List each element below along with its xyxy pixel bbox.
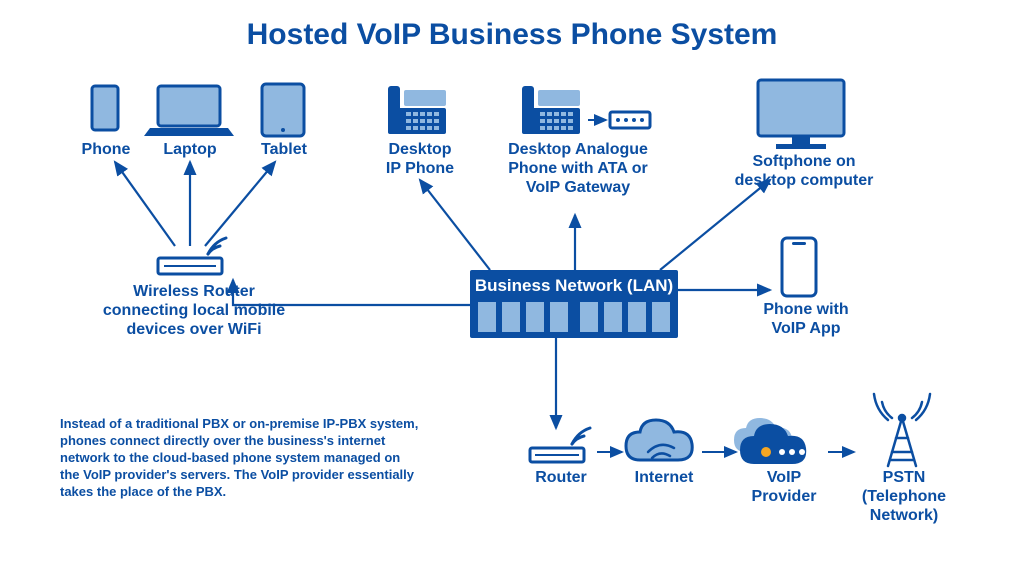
label-ipphone: Desktop IP Phone [372, 140, 468, 178]
lan-slot [628, 302, 646, 332]
phone-large-icon [782, 238, 816, 296]
label-tablet: Tablet [252, 140, 316, 159]
lan-slot [526, 302, 544, 332]
pstn-tower-icon [874, 394, 930, 466]
lan-slot [550, 302, 568, 332]
label-voipprov: VoIP Provider [744, 468, 824, 506]
internet-cloud-icon [626, 420, 692, 460]
label-phone: Phone [78, 140, 134, 159]
voip-cloud-icon [734, 418, 806, 464]
lan-label: Business Network (LAN) [470, 276, 678, 296]
router-icon [530, 428, 590, 462]
label-internet: Internet [624, 468, 704, 487]
lan-slot [580, 302, 598, 332]
label-pstn: PSTN (Telephone Network) [852, 468, 956, 526]
monitor-icon [758, 80, 844, 149]
lan-slot [604, 302, 622, 332]
deskphone-icon [388, 86, 446, 134]
deskphone-ata-icon [522, 86, 650, 134]
wireless-router-icon [158, 238, 226, 274]
phone-icon [92, 86, 118, 130]
diagram-description: Instead of a traditional PBX or on-premi… [60, 416, 420, 500]
label-laptop: Laptop [158, 140, 222, 159]
lan-slot [478, 302, 496, 332]
label-softphone: Softphone on desktop computer [716, 152, 892, 190]
label-voipapp: Phone with VoIP App [756, 300, 856, 338]
laptop-icon [144, 86, 234, 136]
lan-slot [502, 302, 520, 332]
label-router: Router [526, 468, 596, 487]
tablet-icon [262, 84, 304, 136]
lan-slot [652, 302, 670, 332]
label-ataphone: Desktop Analogue Phone with ATA or VoIP … [494, 140, 662, 198]
label-wrouter: Wireless Router connecting local mobile … [94, 282, 294, 340]
